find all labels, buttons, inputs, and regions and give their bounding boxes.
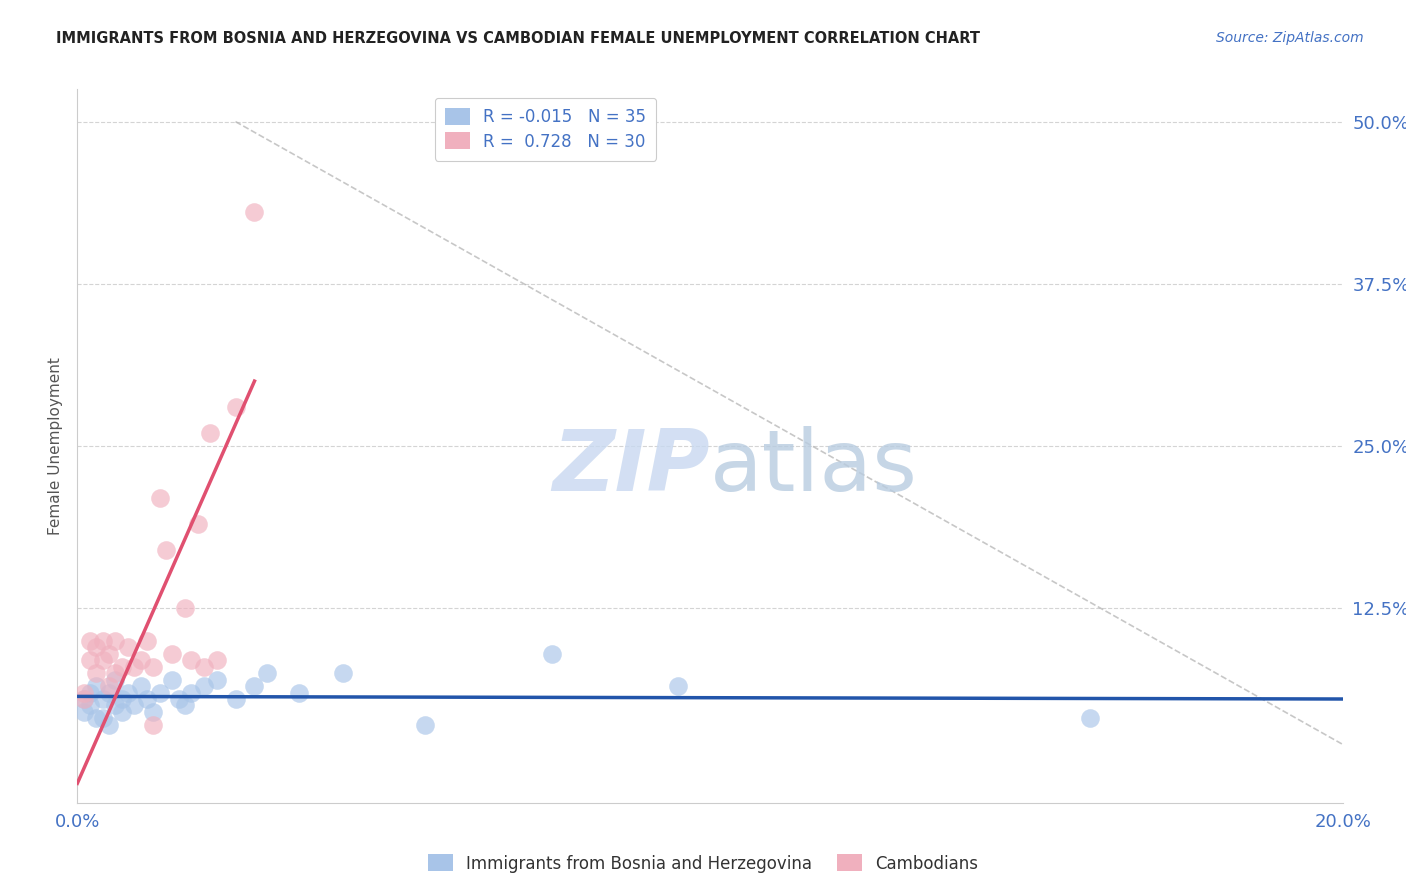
Point bbox=[136, 633, 159, 648]
Point bbox=[193, 659, 215, 673]
Point bbox=[129, 679, 152, 693]
Point bbox=[79, 698, 101, 713]
Legend: Immigrants from Bosnia and Herzegovina, Cambodians: Immigrants from Bosnia and Herzegovina, … bbox=[420, 847, 986, 880]
Point bbox=[205, 673, 228, 687]
Legend: R = -0.015   N = 35, R =  0.728   N = 30: R = -0.015 N = 35, R = 0.728 N = 30 bbox=[434, 97, 657, 161]
Point bbox=[174, 698, 197, 713]
Point bbox=[541, 647, 564, 661]
Point bbox=[111, 692, 132, 706]
Point bbox=[174, 601, 197, 615]
Point bbox=[91, 711, 114, 725]
Point bbox=[98, 718, 120, 732]
Point bbox=[98, 685, 120, 699]
Point bbox=[86, 711, 108, 725]
Point bbox=[1078, 711, 1101, 725]
Point bbox=[149, 685, 172, 699]
Point bbox=[86, 640, 108, 654]
Point bbox=[142, 705, 165, 719]
Point bbox=[98, 679, 120, 693]
Point bbox=[73, 692, 96, 706]
Point bbox=[104, 673, 127, 687]
Point bbox=[193, 679, 215, 693]
Point bbox=[142, 718, 165, 732]
Point bbox=[162, 673, 183, 687]
Point bbox=[332, 666, 354, 681]
Point bbox=[225, 400, 247, 414]
Point bbox=[104, 633, 127, 648]
Point bbox=[73, 692, 96, 706]
Text: Source: ZipAtlas.com: Source: ZipAtlas.com bbox=[1216, 31, 1364, 45]
Text: IMMIGRANTS FROM BOSNIA AND HERZEGOVINA VS CAMBODIAN FEMALE UNEMPLOYMENT CORRELAT: IMMIGRANTS FROM BOSNIA AND HERZEGOVINA V… bbox=[56, 31, 980, 46]
Point bbox=[200, 425, 222, 440]
Y-axis label: Female Unemployment: Female Unemployment bbox=[48, 357, 63, 535]
Point bbox=[124, 698, 146, 713]
Text: ZIP: ZIP bbox=[553, 425, 710, 509]
Point bbox=[162, 647, 183, 661]
Point bbox=[225, 692, 247, 706]
Point bbox=[187, 516, 209, 531]
Point bbox=[256, 666, 278, 681]
Point bbox=[180, 653, 202, 667]
Point bbox=[180, 685, 202, 699]
Point bbox=[111, 705, 132, 719]
Point bbox=[104, 666, 127, 681]
Point bbox=[104, 698, 127, 713]
Point bbox=[149, 491, 172, 505]
Point bbox=[91, 653, 114, 667]
Point bbox=[136, 692, 159, 706]
Text: atlas: atlas bbox=[710, 425, 918, 509]
Point bbox=[111, 659, 132, 673]
Point bbox=[129, 653, 152, 667]
Point bbox=[79, 653, 101, 667]
Point bbox=[86, 666, 108, 681]
Point bbox=[79, 633, 101, 648]
Point bbox=[79, 685, 101, 699]
Point bbox=[668, 679, 690, 693]
Point bbox=[243, 205, 266, 219]
Point bbox=[91, 633, 114, 648]
Point bbox=[73, 705, 96, 719]
Point bbox=[155, 542, 177, 557]
Point bbox=[167, 692, 190, 706]
Point bbox=[288, 685, 311, 699]
Point bbox=[98, 647, 120, 661]
Point bbox=[415, 718, 437, 732]
Point bbox=[142, 659, 165, 673]
Point bbox=[91, 692, 114, 706]
Point bbox=[86, 679, 108, 693]
Point bbox=[117, 640, 139, 654]
Point bbox=[243, 679, 266, 693]
Point bbox=[73, 685, 96, 699]
Point bbox=[205, 653, 228, 667]
Point bbox=[117, 685, 139, 699]
Point bbox=[124, 659, 146, 673]
